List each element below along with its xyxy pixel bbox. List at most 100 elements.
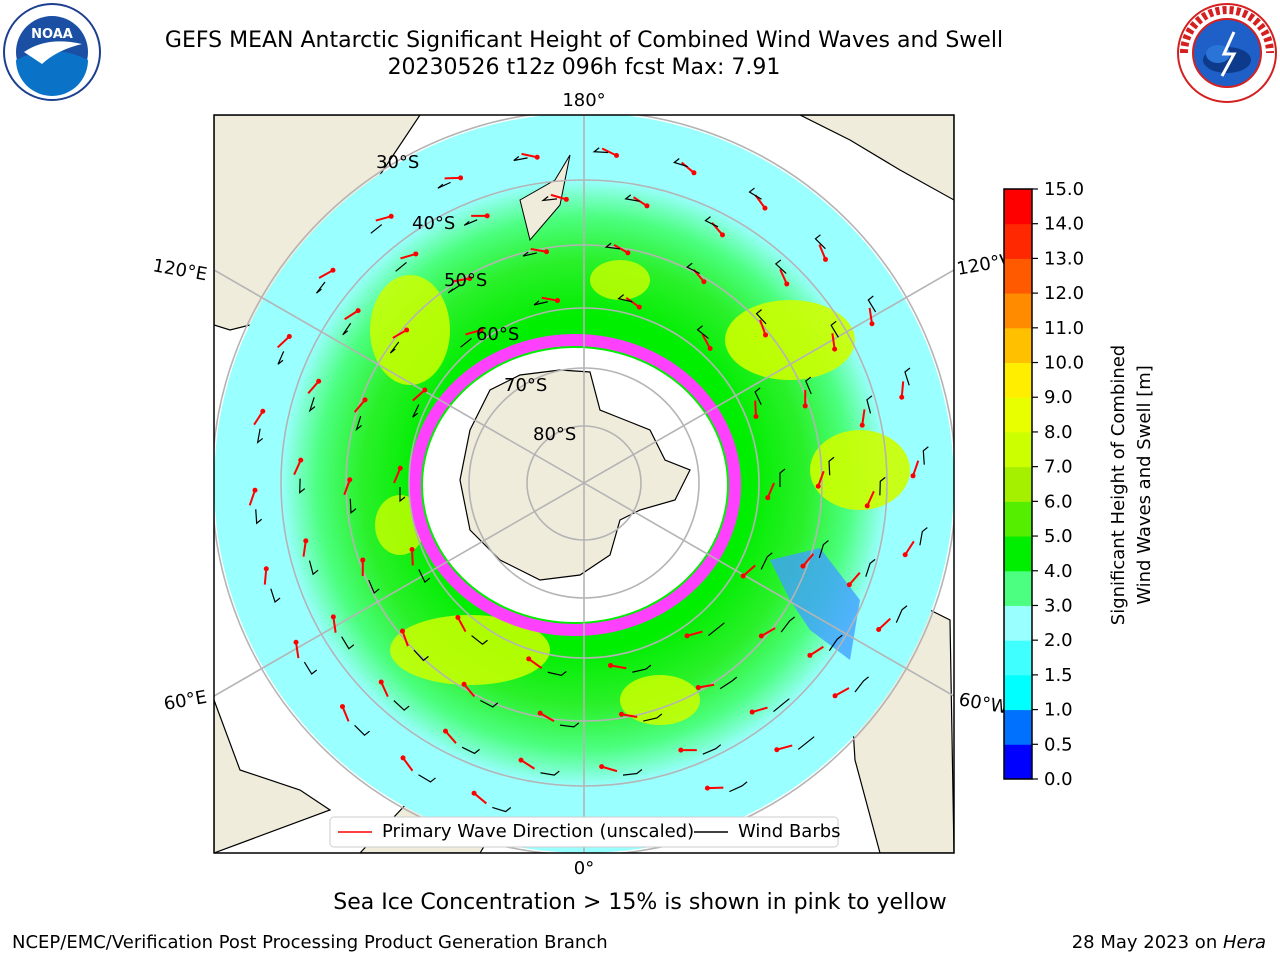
wave-arrow-head (618, 711, 624, 717)
wind-barb (399, 487, 406, 503)
wave-arrow-head (753, 414, 759, 420)
wind-barb (303, 661, 318, 675)
wave-direction-arrow (276, 335, 291, 349)
wave-direction-arrow (520, 759, 536, 770)
wave-arrow-head (707, 346, 713, 352)
wave-arrow-head (399, 628, 405, 634)
wave-direction-arrow (473, 792, 487, 805)
wave-direction-arrow (380, 681, 389, 698)
colorbar-segment (1004, 640, 1032, 676)
lon-label-60e: 60°E (162, 687, 208, 715)
wave-arrow-head (625, 250, 631, 256)
wind-barb (547, 670, 567, 677)
wave-arrow-head (704, 785, 710, 791)
wave-direction-arrow (444, 730, 457, 744)
wind-barb (622, 769, 643, 776)
colorbar-tick-label: 0.5 (1044, 734, 1073, 755)
wind-barb (592, 147, 609, 154)
wave-direction-arrow (754, 194, 766, 209)
wave-arrow-head (762, 205, 768, 211)
wave-arrow-head (293, 639, 299, 645)
wind-barb (541, 196, 558, 202)
colorbar-tick-label: 12.0 (1044, 283, 1084, 304)
wave-direction-arrow (625, 296, 640, 308)
wind-barb (461, 746, 480, 755)
wind-barb (774, 259, 787, 274)
wind-barb (277, 351, 285, 365)
wind-barb (830, 320, 839, 338)
wind-barb (617, 294, 633, 303)
wave-arrow-head (537, 710, 543, 716)
wind-barb (797, 736, 815, 750)
wind-barb (702, 744, 722, 755)
graticule (214, 115, 954, 853)
wave-direction-arrow (550, 193, 567, 201)
wave-direction-arrow (610, 664, 627, 670)
colorbar-segment (1004, 362, 1032, 398)
credit-date: 28 May 2023 on Hera (1072, 932, 1266, 953)
wind-barb (354, 724, 370, 736)
wave-arrow-head (544, 249, 550, 255)
map-frame (213, 114, 955, 854)
wind-barb (540, 770, 560, 776)
wave-arrow-head (347, 477, 353, 483)
wave-direction-arrow (521, 152, 538, 159)
wave-direction-arrow (530, 247, 547, 253)
wave-direction-arrow (754, 400, 757, 417)
wave-arrow-head (461, 681, 467, 687)
wave-arrow-head (554, 298, 560, 304)
colorbar-tick-label: 1.0 (1044, 700, 1073, 721)
wind-barb (355, 415, 362, 432)
wave-arrow-head (409, 546, 415, 552)
wave-arrow-head (869, 321, 875, 327)
wind-barb (513, 156, 528, 162)
wave-direction-arrow (904, 540, 915, 556)
wind-barb (719, 676, 738, 690)
wave-direction-arrow (877, 617, 892, 631)
wind-barb (805, 376, 812, 395)
wave-arrow-head (478, 327, 484, 333)
wave-direction-arrow (401, 630, 409, 647)
wave-arrow-head (859, 422, 865, 428)
wind-barb (854, 676, 869, 693)
wind-barb (604, 242, 621, 250)
lat-label-30s: 30°S (376, 152, 419, 173)
wave-direction-arrow (632, 196, 648, 207)
wave-direction-arrow (344, 309, 359, 321)
lon-label-120e: 120°E (151, 255, 209, 285)
wave-direction-arrow (686, 630, 703, 637)
wave-arrow-head (518, 757, 524, 763)
wave-arrow-head (484, 213, 490, 219)
wave-arrow-head (362, 397, 368, 403)
wave-direction-arrow (861, 409, 866, 426)
wind-barb (256, 428, 264, 444)
wave-direction-arrow (411, 549, 414, 566)
wave-arrow-head (563, 196, 569, 202)
colorbar-segment (1004, 293, 1032, 329)
wave-direction-arrow (393, 467, 402, 484)
wave-arrow-head (599, 764, 605, 770)
wave-direction-arrow (818, 244, 827, 260)
wave-arrow-head (899, 394, 905, 400)
wind-barb (395, 261, 407, 272)
wave-arrow-head (846, 582, 852, 588)
wind-barb (865, 558, 876, 577)
wind-barb (368, 579, 380, 594)
wave-direction-arrow (759, 319, 767, 336)
wave-arrow-head (695, 684, 701, 690)
wave-arrow-head (608, 662, 614, 668)
wave-arrow-head (765, 495, 771, 501)
wave-arrow-head (422, 387, 428, 393)
chart-title: GEFS MEAN Antarctic Significant Height o… (164, 28, 1004, 53)
colorbar-tick-label: 1.5 (1044, 665, 1073, 686)
wind-barb (437, 181, 451, 189)
wave-direction-arrow (742, 564, 756, 577)
wave-arrow-head (443, 728, 449, 734)
wind-barb (412, 404, 420, 418)
wave-arrow-head (458, 175, 464, 181)
wave-arrow-head (740, 573, 746, 579)
wave-direction-arrow (751, 706, 768, 714)
wind-barb (480, 699, 499, 708)
wave-direction-arrows (248, 147, 929, 813)
wave-arrow-head (763, 332, 769, 338)
